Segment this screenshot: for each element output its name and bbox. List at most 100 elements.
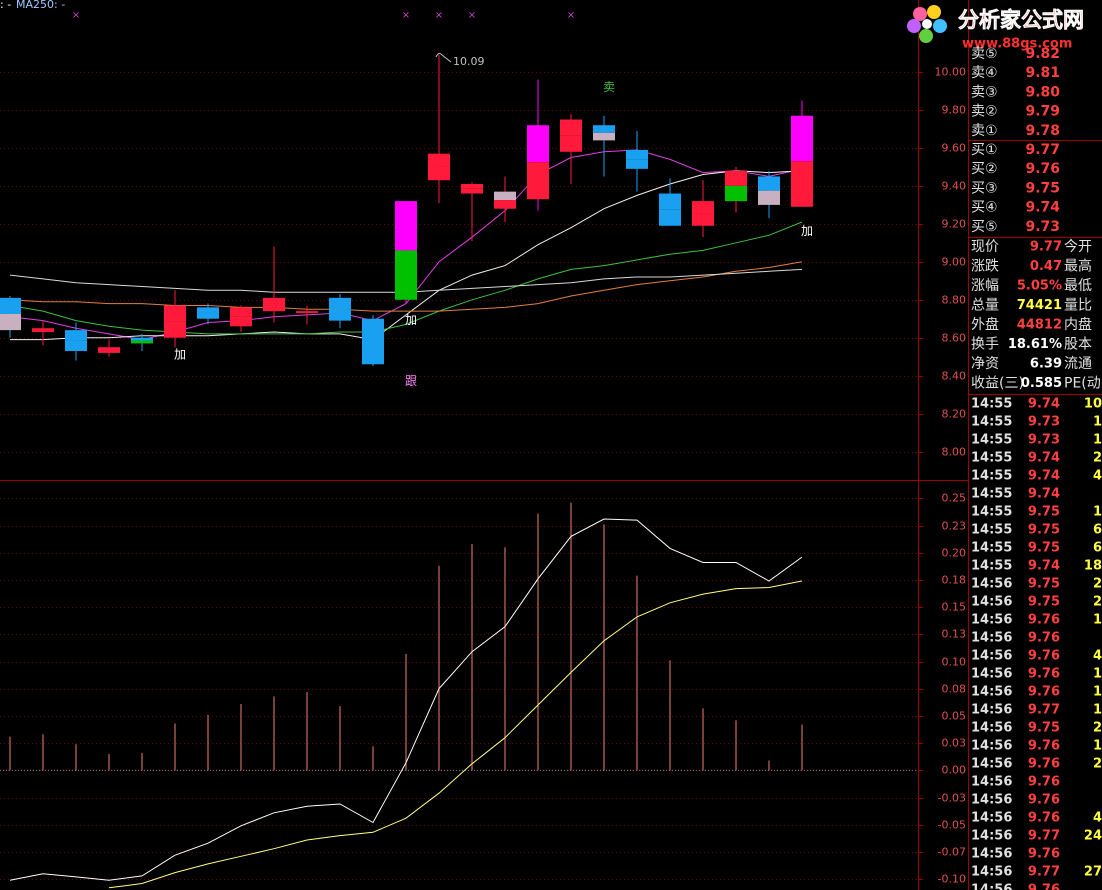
tick-price: 9.76	[1028, 739, 1060, 754]
tick-price: 9.76	[1028, 775, 1060, 790]
tick-price: 9.76	[1028, 685, 1060, 700]
tick-price: 9.75	[1028, 595, 1060, 610]
y-tick-label: 0.23	[942, 520, 967, 533]
tick-volume: 1	[1093, 703, 1102, 718]
tick-time: 14:55	[971, 469, 1012, 484]
tick-time: 14:56	[971, 847, 1012, 862]
tick-volume: 2	[1093, 595, 1102, 610]
signal-marker: ×	[567, 10, 575, 21]
tick-volume: 2	[1093, 577, 1102, 592]
tick-volume: 27	[1084, 865, 1102, 880]
y-tick-label: -0.03	[938, 792, 966, 805]
book-label: 卖③	[971, 84, 998, 100]
quote-label: 涨幅	[971, 278, 999, 294]
signal-marker: ×	[468, 10, 476, 21]
candle-body-upper	[461, 184, 483, 189]
tick-time: 14:55	[971, 397, 1012, 412]
tick-price: 9.76	[1028, 793, 1060, 808]
book-price: 9.73	[1025, 219, 1060, 235]
tick-time: 14:56	[971, 739, 1012, 754]
tick-volume: 24	[1084, 829, 1102, 844]
y-tick-label: 0.08	[942, 683, 967, 696]
candle-body-upper	[626, 149, 648, 160]
indicator-line	[9, 518, 803, 881]
candle-body-lower	[197, 313, 219, 319]
y-tick-label: 0.13	[942, 628, 967, 641]
candle-body-upper	[494, 191, 516, 201]
candle-body-lower	[560, 135, 582, 152]
tick-price: 9.77	[1028, 829, 1060, 844]
candle-body-upper	[659, 193, 681, 210]
tick-price: 9.75	[1028, 505, 1060, 520]
book-label: 卖④	[971, 65, 998, 81]
candle-body-upper	[296, 311, 318, 313]
tick-price: 9.76	[1028, 847, 1060, 862]
candle-body-upper	[131, 337, 153, 341]
candle-body-lower	[65, 340, 87, 351]
logo-title: 分析家公式网	[958, 8, 1084, 32]
y-tick-label: 0.20	[942, 547, 967, 560]
y-tick-label: -0.07	[938, 846, 966, 859]
book-label: 买③	[971, 180, 998, 196]
candle-body-lower	[791, 161, 813, 207]
candle-body-upper	[0, 297, 21, 314]
tick-price: 9.75	[1028, 523, 1060, 538]
quote-value: 0.585	[1021, 376, 1062, 391]
tick-volume: 10	[1084, 397, 1102, 412]
candle-body-lower	[593, 132, 615, 141]
quote-label: 流通	[1064, 356, 1092, 372]
tick-volume: 4	[1093, 649, 1102, 664]
quote-value: 0.47	[1030, 259, 1062, 274]
candle-body-upper	[428, 153, 450, 167]
book-label: 卖⑤	[971, 46, 998, 62]
book-price: 9.76	[1025, 161, 1060, 177]
signal-marker: ×	[435, 10, 443, 21]
indicator-line	[9, 221, 803, 335]
quote-label: 股本	[1064, 337, 1092, 353]
y-tick-label: 9.00	[942, 256, 967, 269]
tick-volume: 1	[1093, 685, 1102, 700]
tick-volume: 2	[1093, 451, 1102, 466]
candle-body-upper	[98, 347, 120, 351]
candle-body-lower	[131, 340, 153, 344]
y-tick-label: 0.10	[942, 656, 967, 669]
y-tick-label: 8.60	[942, 332, 967, 345]
tick-price: 9.75	[1028, 577, 1060, 592]
book-label: 买⑤	[971, 219, 998, 235]
tick-volume: 6	[1093, 541, 1102, 556]
candle-body-lower	[329, 309, 351, 321]
candle-body-lower	[692, 213, 714, 226]
candle-body-upper	[263, 297, 285, 305]
candle-body-lower	[32, 330, 54, 333]
candle-body-upper	[593, 125, 615, 133]
candle-body-lower	[725, 185, 747, 202]
tick-volume: 1	[1093, 433, 1102, 448]
signal-marker: ×	[72, 10, 80, 21]
tick-time: 14:55	[971, 487, 1012, 502]
tick-price: 9.75	[1028, 541, 1060, 556]
quote-value: 5.05%	[1017, 279, 1062, 294]
candle-body-upper	[395, 201, 417, 251]
quote-label: PE(动	[1064, 376, 1101, 392]
candle-body-upper	[527, 125, 549, 163]
tick-time: 14:56	[971, 685, 1012, 700]
candle-body-lower	[395, 250, 417, 300]
candle-body-lower	[296, 312, 318, 314]
tick-time: 14:56	[971, 757, 1012, 772]
y-tick-label: 9.60	[942, 142, 967, 155]
quote-label: 量比	[1064, 298, 1092, 314]
y-tick-label: 9.40	[942, 180, 967, 193]
quote-label: 总量	[971, 298, 999, 314]
quote-label: 内盘	[1064, 316, 1092, 333]
y-tick-label: 0.05	[942, 710, 967, 723]
y-tick-label: 8.80	[942, 294, 967, 307]
tick-price: 9.74	[1028, 451, 1060, 466]
signal-text: 加	[801, 224, 813, 238]
candle-body-lower	[263, 304, 285, 312]
tick-time: 14:56	[971, 811, 1012, 826]
y-tick-label: 0.25	[942, 492, 967, 505]
y-tick-label: 8.00	[942, 446, 967, 459]
